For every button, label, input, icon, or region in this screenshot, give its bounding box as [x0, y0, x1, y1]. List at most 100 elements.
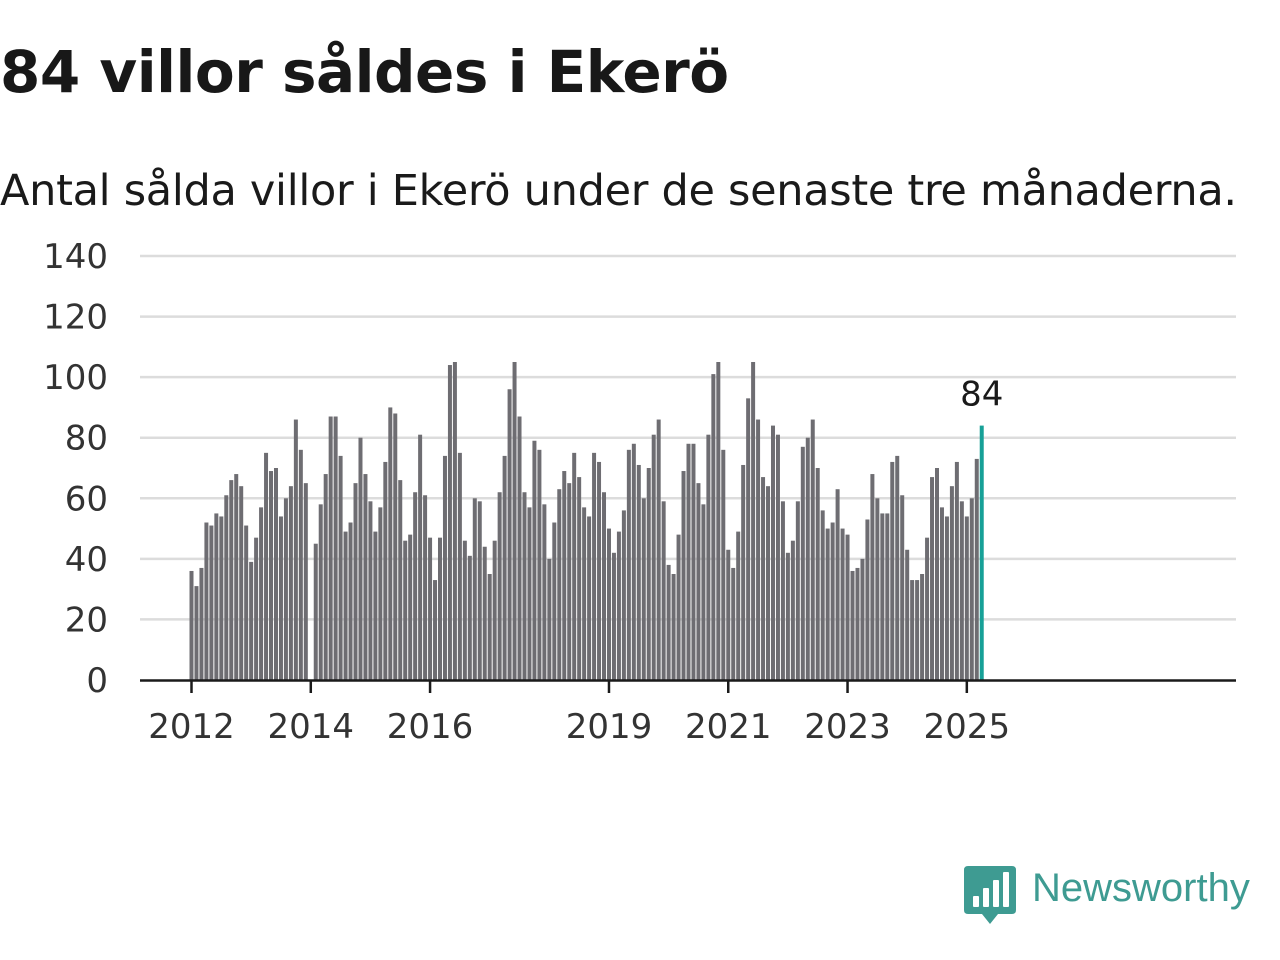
bar	[860, 558, 865, 680]
bar	[283, 498, 288, 680]
bar	[264, 452, 269, 680]
bar	[249, 561, 254, 680]
bar	[313, 543, 318, 680]
bar	[393, 413, 398, 680]
bar-highlight	[979, 425, 984, 680]
bar	[587, 516, 592, 680]
bar	[895, 455, 900, 680]
bar	[333, 416, 338, 680]
bar	[482, 546, 487, 680]
bar	[224, 495, 229, 680]
bar	[542, 504, 547, 680]
x-tick-label: 2014	[268, 707, 355, 747]
bar	[254, 537, 259, 680]
bar	[204, 522, 209, 680]
bar	[701, 504, 706, 680]
x-tick-label: 2012	[148, 707, 235, 747]
bar	[428, 537, 433, 680]
bar	[582, 507, 587, 680]
bar	[408, 534, 413, 680]
bar	[278, 516, 283, 680]
y-tick-label: 60	[65, 479, 108, 519]
bar	[691, 443, 696, 680]
bar	[517, 416, 522, 680]
bar	[949, 486, 954, 680]
bar	[905, 549, 910, 680]
bar	[661, 501, 666, 680]
bar	[954, 461, 959, 680]
bar	[383, 461, 388, 680]
x-axis-ticks: 2012 2014 2016 2019 2021 2023 2025	[148, 680, 1010, 747]
bar	[681, 471, 686, 680]
bar	[825, 528, 830, 680]
bar	[552, 522, 557, 680]
bar	[696, 483, 701, 680]
y-tick-label: 80	[65, 419, 108, 459]
bar	[761, 477, 766, 680]
bar	[935, 468, 939, 680]
bar	[756, 419, 761, 680]
bar	[433, 580, 438, 680]
bar	[875, 498, 880, 680]
bar	[194, 586, 199, 680]
bar	[840, 528, 845, 680]
bar	[492, 540, 497, 680]
bar	[189, 570, 194, 680]
x-tick-label: 2019	[566, 707, 653, 747]
bar	[597, 461, 602, 680]
bar	[363, 474, 368, 680]
bar	[666, 564, 671, 680]
y-tick-label: 40	[65, 540, 108, 580]
bar	[303, 483, 308, 680]
bar	[418, 434, 423, 680]
bar	[805, 437, 810, 680]
bar	[532, 440, 537, 680]
bar	[259, 507, 264, 680]
bar	[880, 513, 885, 680]
bar	[616, 531, 621, 680]
bar	[378, 507, 383, 680]
bar	[592, 452, 597, 680]
bar	[959, 501, 964, 680]
bar	[810, 419, 815, 680]
bar	[930, 477, 935, 680]
bar	[915, 580, 920, 680]
bar	[527, 507, 532, 680]
bar	[964, 516, 969, 680]
bar	[522, 492, 527, 680]
x-tick-label: 2016	[387, 707, 474, 747]
bar	[447, 365, 452, 680]
bar	[706, 434, 711, 680]
bar	[467, 555, 472, 680]
bar	[631, 443, 636, 680]
bar	[348, 522, 353, 680]
bar	[606, 528, 611, 680]
bar	[850, 570, 855, 680]
bar	[885, 513, 890, 680]
bar	[219, 516, 224, 680]
bar	[457, 452, 462, 680]
bar	[318, 504, 323, 680]
bar	[974, 458, 979, 680]
bar	[328, 416, 333, 680]
bar	[567, 483, 572, 680]
bar	[795, 501, 800, 680]
y-axis-ticks: 0 20 40 60 80 100 120 140	[43, 237, 108, 701]
bar	[353, 483, 358, 680]
bar	[636, 464, 641, 680]
bar	[656, 419, 661, 680]
y-tick-label: 0	[86, 661, 108, 701]
bar	[830, 522, 835, 680]
bar	[711, 374, 716, 680]
bar	[239, 486, 244, 680]
bar	[214, 513, 219, 680]
highlight-value-label: 84	[960, 375, 1003, 415]
bar	[920, 574, 925, 680]
bar	[562, 471, 567, 680]
bar	[676, 534, 681, 680]
bar	[736, 531, 741, 680]
bar	[641, 498, 646, 680]
bar	[537, 449, 542, 680]
bar	[815, 468, 820, 680]
bar	[234, 474, 239, 680]
